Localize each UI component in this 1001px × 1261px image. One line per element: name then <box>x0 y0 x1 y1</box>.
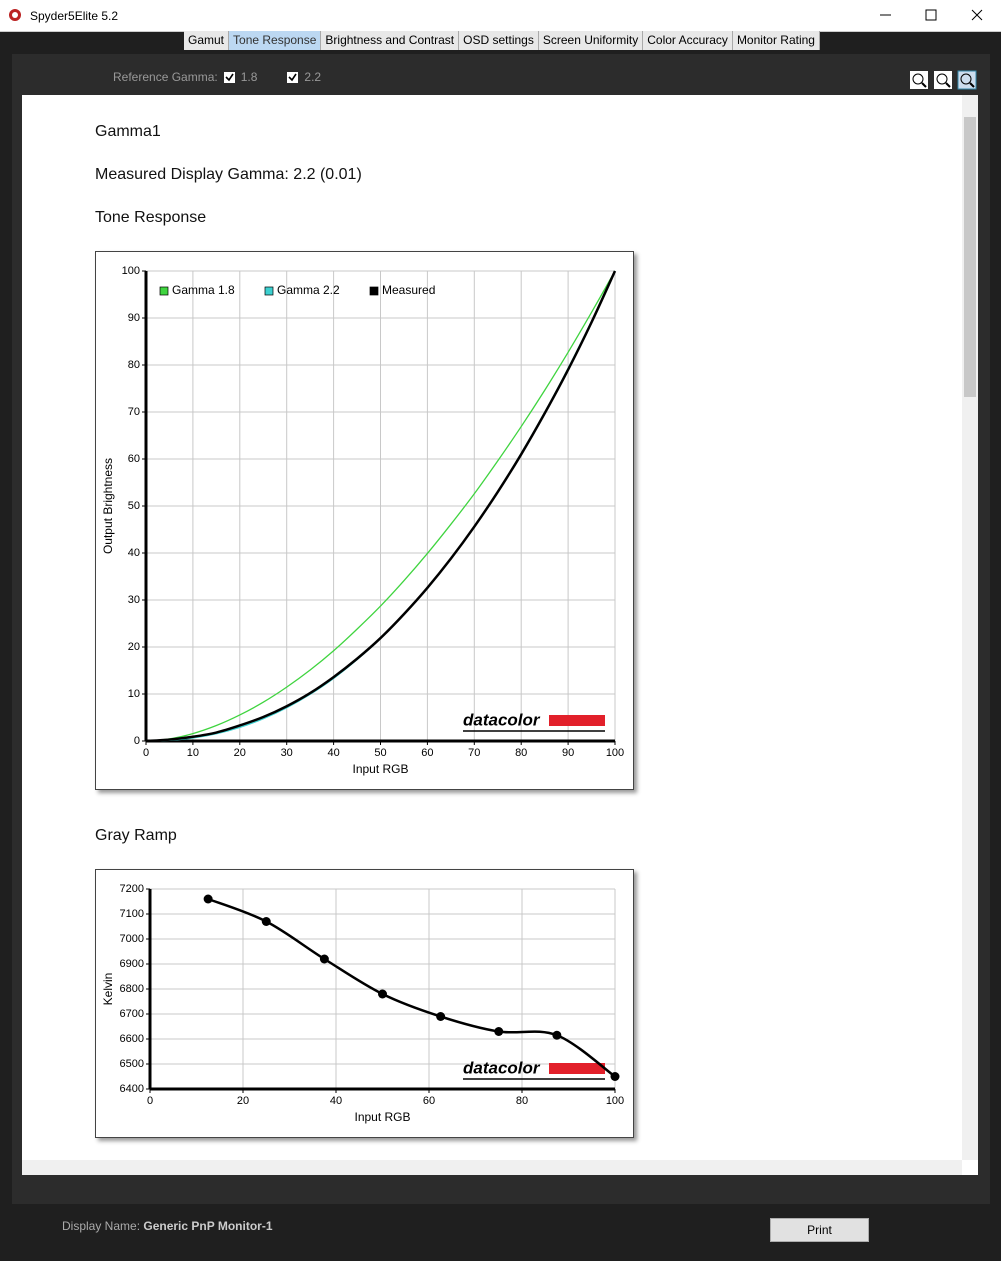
x-tick-label: 20 <box>234 747 246 759</box>
tab[interactable]: Brightness and Contrast <box>321 31 460 50</box>
chart-box: 0 20 40 60 80 100 6400 6500 6600 6700 6800 6900 7000… <box>95 869 634 1138</box>
tab[interactable]: OSD settings <box>459 31 539 50</box>
y-tick-label: 40 <box>128 547 140 559</box>
y-tick-label: 70 <box>128 406 140 418</box>
y-tick-label: 10 <box>128 688 140 700</box>
x-axis-label: Input RGB <box>352 762 408 776</box>
y-tick-label: 20 <box>128 641 140 653</box>
y-tick-label: 7200 <box>120 883 144 895</box>
data-point <box>378 989 387 999</box>
x-tick-label: 0 <box>143 747 149 759</box>
y-tick-label: 80 <box>128 359 140 371</box>
zoom-tools[interactable] <box>908 70 978 90</box>
series-line <box>145 270 616 742</box>
x-tick-label: 60 <box>421 747 433 759</box>
section-heading: Gray Ramp <box>95 827 177 844</box>
y-axis-label: Kelvin <box>101 973 115 1006</box>
option-label: 1.8 <box>240 70 258 84</box>
checkbox[interactable] <box>223 71 235 83</box>
y-tick-label: 6800 <box>120 983 144 995</box>
x-tick-label: 100 <box>606 1095 624 1107</box>
tab[interactable]: Gamut <box>184 31 230 50</box>
tab[interactable]: Color Accuracy <box>643 31 733 50</box>
x-tick-label: 70 <box>468 747 480 759</box>
y-tick-label: 0 <box>134 735 140 747</box>
x-tick-label: 30 <box>281 747 293 759</box>
x-tick-label: 0 <box>147 1095 153 1107</box>
chart: 0 10 20 30 40 50 60 70 80 90 100 0 10 20 30 40 50 60 70 80 9… <box>101 265 624 776</box>
window-title: Spyder5Elite 5.2 <box>30 9 119 23</box>
footer: Display Name: Generic PnP Monitor-1 <box>62 1219 273 1233</box>
x-tick-label: 80 <box>516 1095 528 1107</box>
app-icon <box>9 9 21 21</box>
x-tick-label: 40 <box>327 747 339 759</box>
report-panel: Gamma1 Measured Display Gamma: 2.2 (0.01… <box>22 95 978 1175</box>
x-tick-label: 90 <box>562 747 574 759</box>
y-tick-label: 60 <box>128 453 140 465</box>
h-scrollbar[interactable] <box>22 1160 962 1175</box>
data-point <box>610 1072 620 1081</box>
x-tick-label: 100 <box>606 747 624 759</box>
x-tick-label: 10 <box>187 747 199 759</box>
x-tick-label: 20 <box>237 1095 249 1107</box>
y-tick-label: 7100 <box>120 908 144 920</box>
watermark: datacolor <box>463 1058 541 1077</box>
watermark-bar <box>549 715 605 726</box>
tab[interactable]: Monitor Rating <box>733 31 820 50</box>
y-tick-label: 6900 <box>120 958 144 970</box>
print-button[interactable]: Print <box>770 1218 869 1242</box>
legend-swatch <box>264 286 274 296</box>
data-point <box>203 894 213 904</box>
series-line <box>207 897 616 1078</box>
window-controls[interactable] <box>870 0 1001 30</box>
data-point <box>552 1030 562 1040</box>
y-tick-label: 7000 <box>120 933 144 945</box>
x-tick-label: 60 <box>423 1095 435 1107</box>
display-label: Display Name: <box>62 1219 141 1233</box>
x-tick-label: 80 <box>515 747 527 759</box>
report-name: Gamma1 <box>95 123 161 140</box>
legend-label: Measured <box>382 283 435 297</box>
y-tick-label: 90 <box>128 312 140 324</box>
legend-swatch <box>159 286 169 296</box>
title-bar: Spyder5Elite 5.2 <box>0 0 1001 32</box>
gamma-result: Measured Display Gamma: 2.2 (0.01) <box>95 166 362 183</box>
y-tick-label: 100 <box>122 265 140 277</box>
reference-label: Reference Gamma: <box>113 70 218 84</box>
chart: 0 20 40 60 80 100 6400 6500 6600 6700 6800 6900 7000… <box>101 883 624 1124</box>
watermark-bar <box>549 1063 605 1074</box>
checkbox[interactable] <box>287 71 299 83</box>
tab[interactable]: Tone Response <box>229 31 322 50</box>
section-heading: Tone Response <box>95 209 207 226</box>
tab[interactable]: Screen Uniformity <box>539 31 644 50</box>
y-tick-label: 6500 <box>120 1058 144 1070</box>
y-tick-label: 50 <box>128 500 140 512</box>
data-point <box>261 917 271 926</box>
legend-swatch <box>369 286 379 296</box>
watermark: datacolor <box>463 710 541 729</box>
data-point <box>494 1027 504 1036</box>
x-axis-label: Input RGB <box>354 1110 410 1124</box>
scrollbar[interactable] <box>962 95 978 1160</box>
display-name: Generic PnP Monitor-1 <box>143 1219 273 1233</box>
option-label: 2.2 <box>304 70 322 84</box>
data-point <box>436 1012 446 1021</box>
data-point <box>319 954 329 964</box>
y-axis-label: Output Brightness <box>101 458 115 554</box>
tab-bar: Gamut Tone Response Brightness and Contras… <box>184 31 820 50</box>
legend-label: Gamma 1.8 <box>172 283 235 297</box>
chart-box: 0 10 20 30 40 50 60 70 80 90 100 0 10 20 30 40 50 60 70 80 9… <box>95 251 634 790</box>
y-tick-label: 6700 <box>120 1008 144 1020</box>
x-tick-label: 40 <box>330 1095 342 1107</box>
toolbar: Reference Gamma: 1.8 2.2 <box>113 70 321 84</box>
legend-label: Gamma 2.2 <box>277 283 340 297</box>
y-tick-label: 6400 <box>120 1083 144 1095</box>
y-tick-label: 6600 <box>120 1033 144 1045</box>
y-tick-label: 30 <box>128 594 140 606</box>
x-tick-label: 50 <box>374 747 386 759</box>
scroll-thumb[interactable] <box>964 117 976 397</box>
series-line <box>145 270 617 743</box>
